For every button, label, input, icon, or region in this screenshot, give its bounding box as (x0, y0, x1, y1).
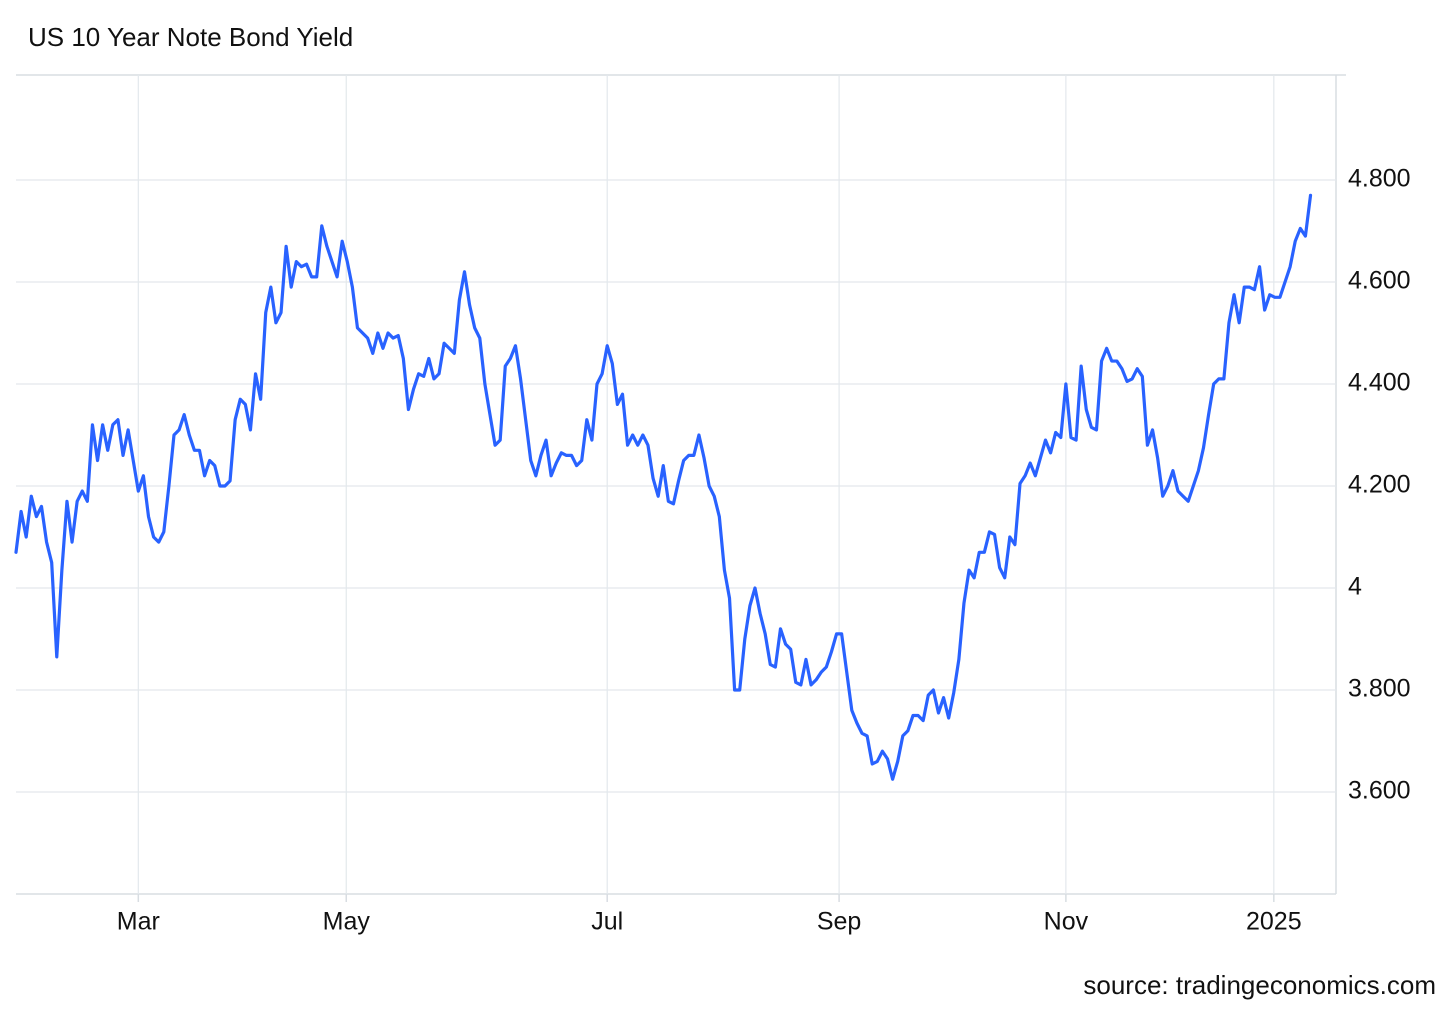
x-tick-label: Mar (117, 908, 160, 936)
y-tick-label: 4.400 (1348, 369, 1411, 397)
y-tick-label: 4.200 (1348, 471, 1411, 499)
chart-title: US 10 Year Note Bond Yield (28, 22, 353, 52)
y-tick-label: 4.800 (1348, 165, 1411, 193)
x-tick-label: May (323, 908, 371, 936)
y-tick-label: 4 (1348, 573, 1362, 601)
x-tick-label: Nov (1044, 908, 1089, 936)
x-tick-label: Sep (817, 908, 861, 936)
y-tick-label: 3.600 (1348, 777, 1411, 805)
y-tick-label: 3.800 (1348, 675, 1411, 703)
yield-line (14, 193, 1313, 781)
x-tick-label: 2025 (1246, 908, 1302, 936)
x-tick-label: Jul (591, 908, 623, 936)
source-note: source: tradingeconomics.com (1083, 970, 1436, 1000)
y-tick-label: 4.600 (1348, 267, 1411, 295)
